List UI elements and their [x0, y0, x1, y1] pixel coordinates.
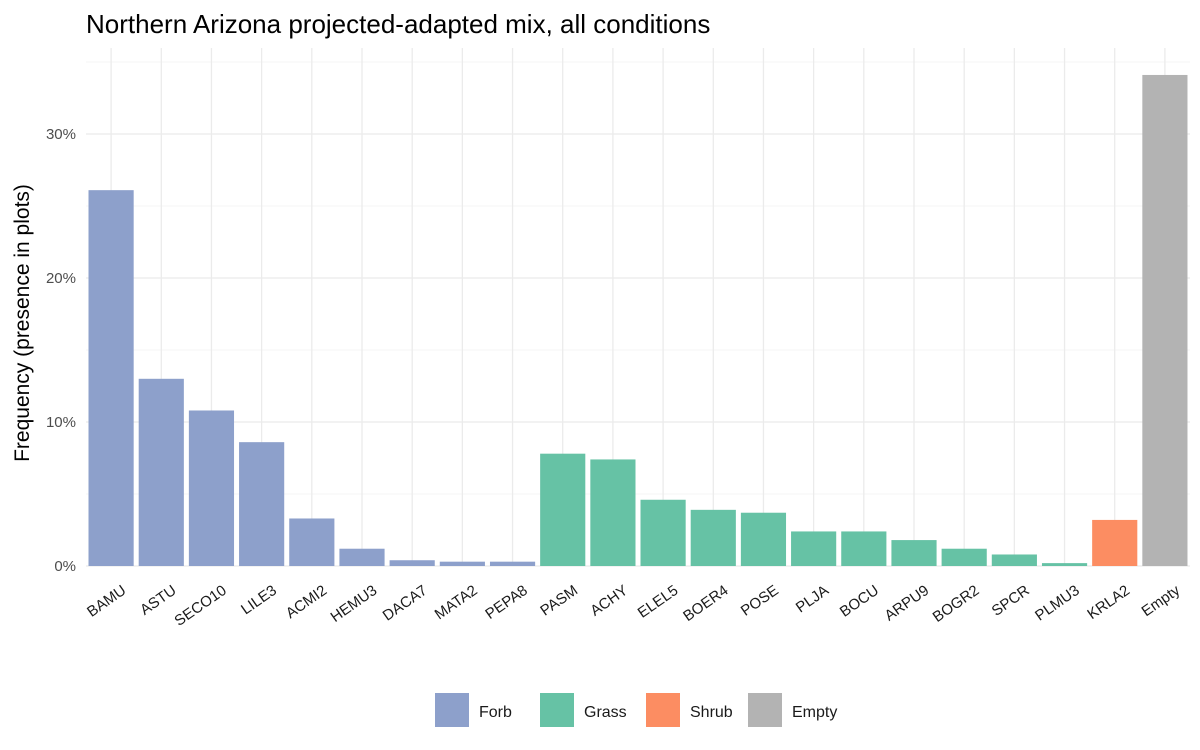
x-tick-label: ASTU [137, 582, 180, 619]
bar-lile3 [239, 442, 285, 566]
x-tick-label: Empty [1139, 582, 1184, 621]
bar-bogr2 [941, 548, 987, 566]
y-tick-label: 0% [54, 558, 76, 575]
x-tick-label: BOCU [837, 582, 882, 621]
grid-lines [86, 48, 1190, 567]
bar-plmu3 [1041, 563, 1088, 566]
legend: Forb Grass Shrub Empty [435, 693, 837, 727]
legend-item-empty: Empty [748, 693, 837, 727]
legend-label: Shrub [690, 704, 733, 721]
bar-elel5 [640, 499, 686, 566]
legend-swatch [646, 693, 680, 727]
x-tick-label: LILE3 [238, 582, 280, 618]
legend-item-shrub: Shrub [646, 693, 733, 727]
y-axis-ticks: 0% 10% 20% 30% [46, 126, 76, 575]
bar-arpu9 [891, 540, 937, 566]
legend-item-forb: Forb [435, 693, 512, 727]
bar-pose [740, 512, 787, 566]
legend-swatch [540, 693, 574, 727]
x-tick-label: BOER4 [680, 582, 731, 625]
x-tick-label: PEPA8 [482, 582, 530, 623]
y-tick-label: 20% [46, 270, 76, 287]
bar-astu [138, 378, 184, 566]
bar-bamu [88, 190, 134, 566]
x-tick-label: BOGR2 [930, 582, 983, 626]
y-axis-label: Frequency (presence in plots) [11, 184, 34, 462]
x-tick-label: PASM [537, 582, 581, 620]
bar-mata2 [439, 561, 485, 566]
y-tick-label: 10% [46, 414, 76, 431]
bar-plja [791, 531, 837, 566]
x-tick-label: BAMU [84, 582, 129, 621]
x-tick-label: SPCR [989, 582, 1033, 620]
legend-swatch [435, 693, 469, 727]
x-tick-label: ACHY [587, 582, 631, 620]
bar-pepa8 [489, 561, 536, 566]
bar-bocu [841, 531, 887, 566]
legend-label: Empty [792, 704, 837, 721]
bar-hemu3 [339, 548, 385, 566]
bar-daca7 [389, 560, 435, 566]
legend-label: Forb [479, 704, 512, 721]
x-tick-label: KRLA2 [1084, 582, 1133, 623]
chart-title: Northern Arizona projected-adapted mix, … [86, 9, 710, 39]
bar-boer4 [690, 509, 736, 566]
x-tick-label: HEMU3 [327, 582, 380, 626]
bar-spcr [991, 554, 1037, 566]
bar-krla2 [1092, 519, 1138, 566]
x-tick-label: PLJA [793, 582, 832, 616]
bar-empty [1142, 74, 1188, 567]
bar-acmi2 [289, 518, 335, 566]
y-tick-label: 30% [46, 126, 76, 143]
bar-achy [590, 459, 636, 566]
x-tick-label: ACMI2 [283, 582, 330, 622]
x-tick-label: DACA7 [380, 582, 431, 625]
legend-label: Grass [584, 704, 627, 721]
x-tick-label: SECO10 [171, 582, 229, 630]
x-tick-label: ELEL5 [635, 582, 682, 622]
legend-swatch [748, 693, 782, 727]
bars [88, 74, 1188, 567]
bar-pasm [540, 453, 586, 566]
x-tick-label: POSE [738, 582, 782, 620]
legend-item-grass: Grass [540, 693, 627, 727]
x-tick-label: PLMU3 [1032, 582, 1083, 625]
x-tick-label: ARPU9 [882, 582, 933, 625]
x-tick-label: MATA2 [432, 582, 481, 623]
bar-seco10 [188, 410, 235, 566]
